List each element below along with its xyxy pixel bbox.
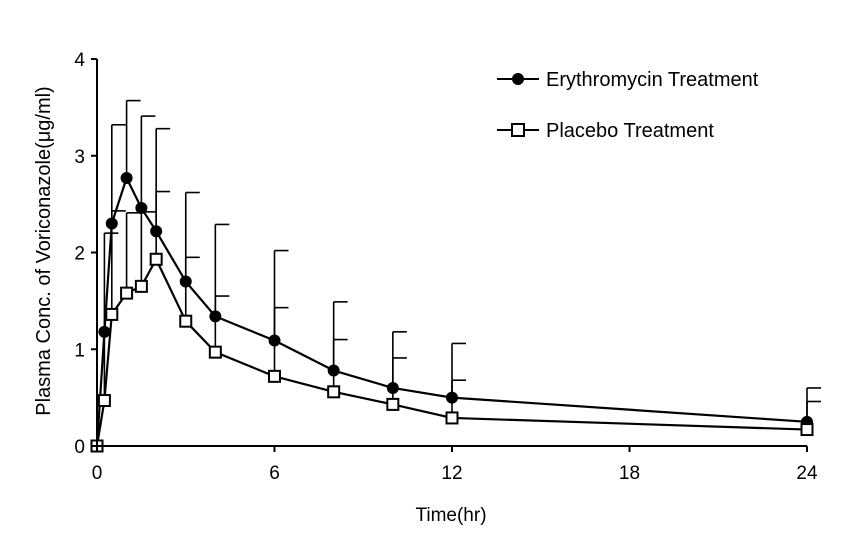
data-point-circle [210, 311, 221, 322]
data-point-circle [121, 173, 132, 184]
x-tick-label: 24 [796, 463, 818, 484]
x-tick-label: 12 [441, 463, 462, 484]
data-point-circle [447, 392, 458, 403]
y-tick-label: 4 [74, 50, 85, 71]
data-point-square [328, 386, 339, 397]
data-point-circle [136, 202, 147, 213]
data-point-circle [180, 276, 191, 287]
data-point-square [802, 424, 813, 435]
data-point-square [121, 288, 132, 299]
data-point-circle [387, 382, 398, 393]
data-point-square [180, 316, 191, 327]
data-point-square [99, 395, 110, 406]
legend-marker-open-square [512, 124, 524, 136]
x-tick-label: 18 [619, 463, 640, 484]
data-point-circle [269, 335, 280, 346]
x-tick-label: 0 [92, 463, 103, 484]
x-axis-label: Time(hr) [415, 505, 486, 526]
legend: Erythromycin Treatment Placebo Treatment [497, 69, 759, 142]
legend-label-placebo: Placebo Treatment [546, 120, 714, 142]
legend-label-erythromycin: Erythromycin Treatment [546, 69, 759, 91]
y-tick-label: 0 [74, 437, 85, 458]
data-point-circle [151, 226, 162, 237]
data-point-square [387, 399, 398, 410]
y-tick-label: 1 [74, 340, 85, 361]
legend-entry-erythromycin: Erythromycin Treatment [497, 69, 759, 91]
legend-entry-placebo: Placebo Treatment [497, 120, 714, 142]
data-point-square [210, 347, 221, 358]
data-point-square [447, 412, 458, 423]
data-point-circle [99, 326, 110, 337]
x-tick-label: 6 [269, 463, 280, 484]
data-point-circle [106, 218, 117, 229]
y-tick-label: 3 [74, 147, 85, 168]
data-point-circle [328, 365, 339, 376]
data-point-square [151, 254, 162, 265]
data-point-square [136, 281, 147, 292]
data-point-square [106, 309, 117, 320]
y-axis-label: Plasma Conc. of Voriconazole(μg/ml) [33, 86, 55, 415]
data-point-square [269, 371, 280, 382]
y-tick-label: 2 [74, 244, 85, 265]
error-bars [104, 101, 821, 430]
legend-marker-filled-circle [513, 74, 524, 85]
